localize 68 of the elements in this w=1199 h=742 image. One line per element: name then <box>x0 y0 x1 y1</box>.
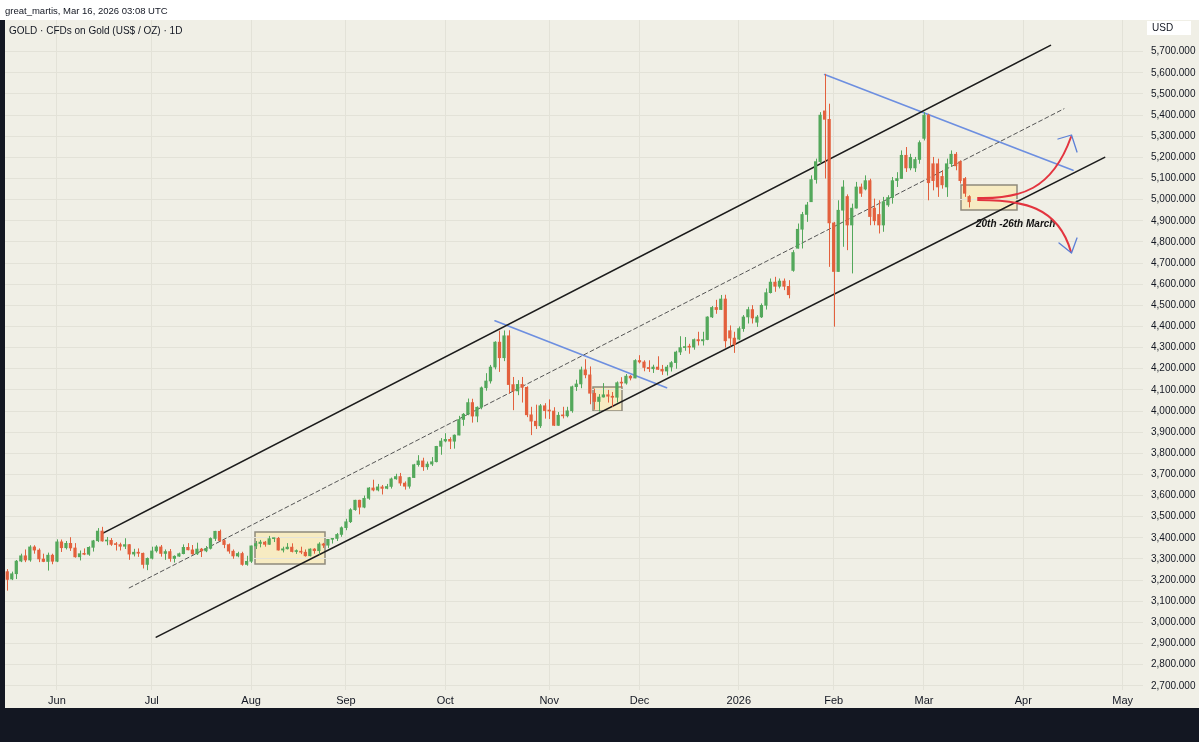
y-tick-label: 4,200.000 <box>1151 362 1196 374</box>
candlestick <box>502 329 506 362</box>
y-tick-label: 3,600.000 <box>1151 489 1196 501</box>
x-tick-label: May <box>1112 693 1134 706</box>
y-tick-label: 4,400.000 <box>1151 320 1196 332</box>
x-tick-label: Apr <box>1014 693 1033 706</box>
candlestick <box>46 552 50 572</box>
y-tick-label: 5,100.000 <box>1151 172 1196 184</box>
candlestick <box>773 276 777 293</box>
y-tick-label: 3,900.000 <box>1151 425 1196 437</box>
candlestick <box>791 249 795 273</box>
candlestick <box>55 538 59 563</box>
y-tick-label: 2,700.000 <box>1151 679 1196 691</box>
y-tick-label: 3,200.000 <box>1151 573 1196 585</box>
x-tick-label: Feb <box>824 693 844 706</box>
y-tick-label: 3,100.000 <box>1151 594 1196 606</box>
candlestick <box>633 358 637 379</box>
x-tick-label: Jun <box>48 693 66 706</box>
candlestick <box>642 359 646 372</box>
y-tick-label: 5,400.000 <box>1151 108 1196 120</box>
y-tick-label: 2,800.000 <box>1151 658 1196 670</box>
candlestick <box>493 340 497 370</box>
candlestick <box>186 542 190 551</box>
candlestick <box>782 277 786 291</box>
candlestick <box>240 551 244 567</box>
candlestick <box>82 547 86 556</box>
y-tick-label: 4,100.000 <box>1151 383 1196 395</box>
candlestick <box>109 537 113 547</box>
y-tick-label: 4,500.000 <box>1151 299 1196 311</box>
y-tick-label: 5,700.000 <box>1151 45 1196 57</box>
candlestick <box>272 537 276 543</box>
y-tick-label: 5,200.000 <box>1151 151 1196 163</box>
x-tick-label: Mar <box>914 693 934 706</box>
annotation: 20th -26th March <box>975 217 1056 229</box>
candlestick <box>326 538 330 549</box>
x-tick-label: Jul <box>144 693 159 706</box>
y-tick-label: 3,000.000 <box>1151 616 1196 628</box>
candlestick <box>615 380 619 404</box>
y-tick-label: 4,600.000 <box>1151 277 1196 289</box>
y-tick-label: 3,700.000 <box>1151 468 1196 480</box>
y-tick-label: 4,900.000 <box>1151 214 1196 226</box>
x-tick-label: 2026 <box>726 693 752 706</box>
y-tick-label: 3,300.000 <box>1151 552 1196 564</box>
x-tick-label: Nov <box>539 693 560 706</box>
x-tick-label: Oct <box>436 693 454 706</box>
text: GOLD · CFDs on Gold (US$ / OZ) · 1D <box>9 24 183 36</box>
candlestick <box>249 545 253 564</box>
x-tick-label: Aug <box>241 693 261 706</box>
text: great_martis, Mar 16, 2026 03:08 UTC <box>5 5 168 16</box>
y-tick-label: 3,400.000 <box>1151 531 1196 543</box>
candlestick <box>922 111 926 141</box>
candlestick <box>466 398 470 416</box>
y-tick-label: 3,500.000 <box>1151 510 1196 522</box>
y-tick-label: 4,700.000 <box>1151 256 1196 268</box>
y-tick-label: 5,000.000 <box>1151 193 1196 205</box>
x-tick-label: Sep <box>336 693 356 706</box>
y-tick-label: 4,800.000 <box>1151 235 1196 247</box>
y-tick-label: 5,300.000 <box>1151 130 1196 141</box>
y-tick-label: 4,000.000 <box>1151 404 1196 416</box>
y-axis-title: USD <box>1152 22 1174 34</box>
y-tick-label: 3,800.000 <box>1151 447 1196 459</box>
y-tick-label: 4,300.000 <box>1151 341 1196 353</box>
y-tick-label: 5,500.000 <box>1151 87 1196 99</box>
y-tick-label: 2,900.000 <box>1151 637 1196 649</box>
candlestick <box>904 146 908 173</box>
candlestick <box>755 314 759 328</box>
y-tick-label: 5,600.000 <box>1151 66 1196 78</box>
x-tick-label: Dec <box>629 693 650 706</box>
